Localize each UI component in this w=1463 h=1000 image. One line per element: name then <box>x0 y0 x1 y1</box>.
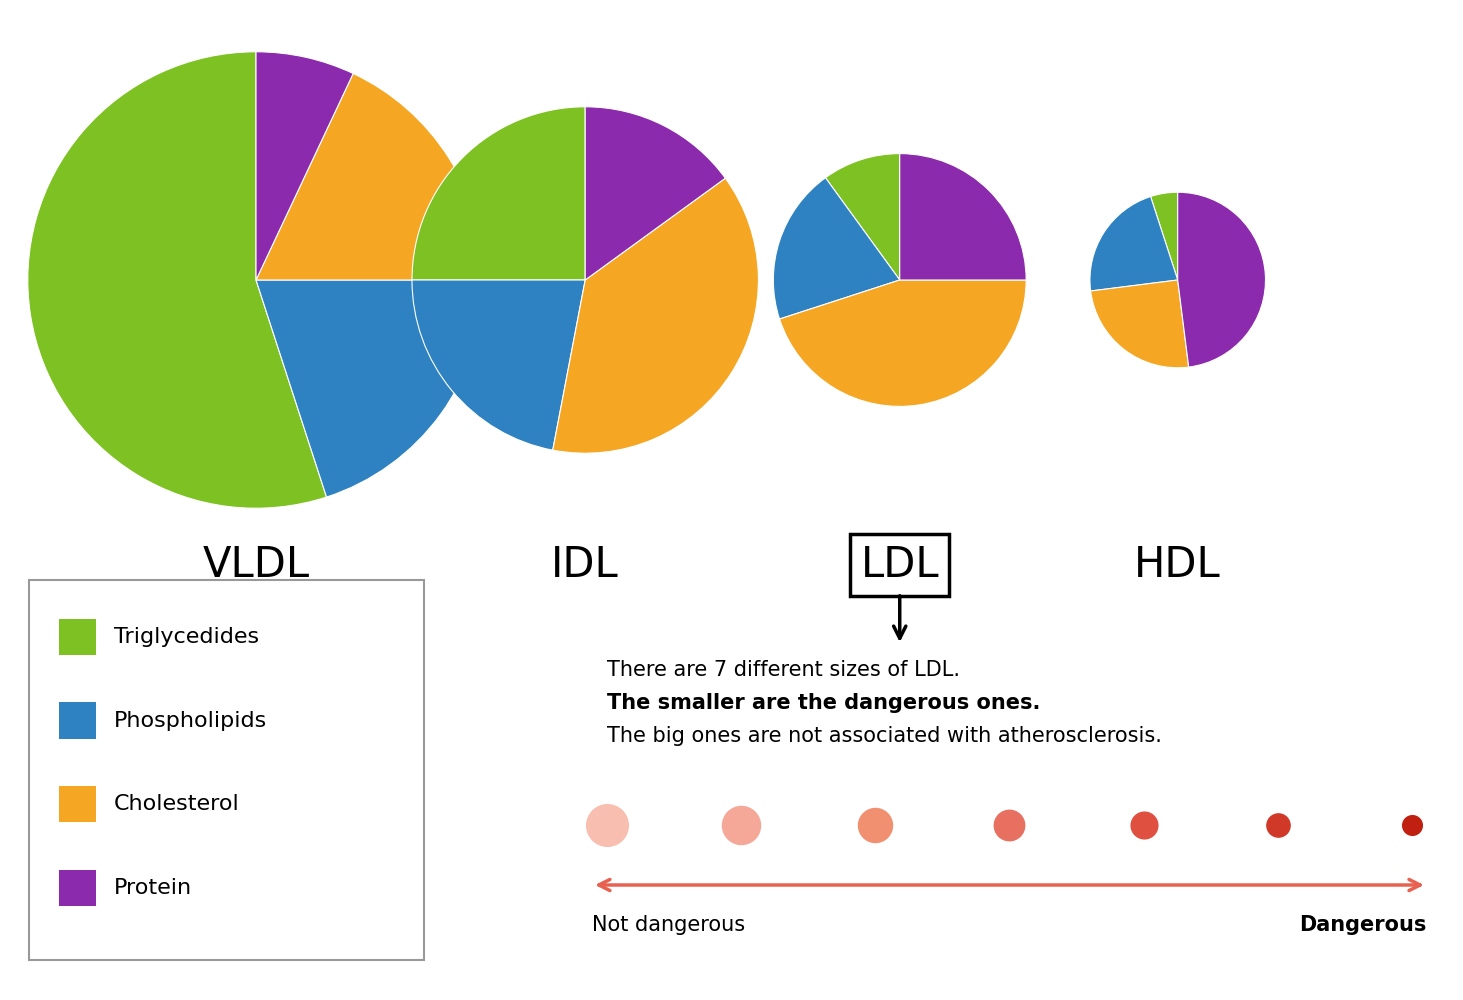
Text: HDL: HDL <box>1134 544 1222 586</box>
Text: Not dangerous: Not dangerous <box>593 915 745 935</box>
Wedge shape <box>825 154 900 280</box>
Wedge shape <box>1090 280 1189 368</box>
Bar <box>60 619 97 655</box>
Point <box>998 817 1021 833</box>
Wedge shape <box>774 178 900 319</box>
Wedge shape <box>900 154 1026 280</box>
Point <box>595 817 619 833</box>
Text: The big ones are not associated with atherosclerosis.: The big ones are not associated with ath… <box>607 726 1162 746</box>
Bar <box>29 580 424 960</box>
Text: VLDL: VLDL <box>202 544 310 586</box>
Wedge shape <box>1150 192 1178 280</box>
Text: Cholesterol: Cholesterol <box>114 794 240 814</box>
Point <box>1132 817 1156 833</box>
Point <box>1400 817 1423 833</box>
Text: Dangerous: Dangerous <box>1299 915 1426 935</box>
Wedge shape <box>1178 192 1265 367</box>
Bar <box>60 786 97 822</box>
Text: Phospholipids: Phospholipids <box>114 711 268 731</box>
Wedge shape <box>256 73 484 280</box>
Wedge shape <box>28 52 326 508</box>
Wedge shape <box>413 107 585 280</box>
Bar <box>60 870 97 906</box>
Wedge shape <box>553 178 758 453</box>
Wedge shape <box>780 280 1026 406</box>
Text: Protein: Protein <box>114 878 192 898</box>
Bar <box>60 702 97 739</box>
Text: There are 7 different sizes of LDL.: There are 7 different sizes of LDL. <box>607 660 960 680</box>
Point <box>863 817 887 833</box>
Point <box>1265 817 1289 833</box>
Wedge shape <box>256 280 484 497</box>
Text: The smaller are the dangerous ones.: The smaller are the dangerous ones. <box>607 693 1040 713</box>
Wedge shape <box>585 107 726 280</box>
Wedge shape <box>1090 197 1178 291</box>
Wedge shape <box>413 280 585 450</box>
Point <box>730 817 753 833</box>
Text: LDL: LDL <box>860 544 939 586</box>
Text: Triglycedides: Triglycedides <box>114 627 259 647</box>
Wedge shape <box>256 52 353 280</box>
Text: IDL: IDL <box>552 544 619 586</box>
